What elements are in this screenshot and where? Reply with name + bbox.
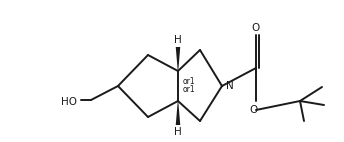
Text: H: H xyxy=(174,127,182,137)
Text: or1: or1 xyxy=(183,85,196,94)
Text: O: O xyxy=(250,105,258,115)
Polygon shape xyxy=(176,101,180,125)
Text: N: N xyxy=(226,81,234,91)
Polygon shape xyxy=(176,47,180,71)
Text: HO: HO xyxy=(61,97,77,107)
Text: H: H xyxy=(174,35,182,45)
Text: O: O xyxy=(252,23,260,33)
Text: or1: or1 xyxy=(183,78,196,86)
